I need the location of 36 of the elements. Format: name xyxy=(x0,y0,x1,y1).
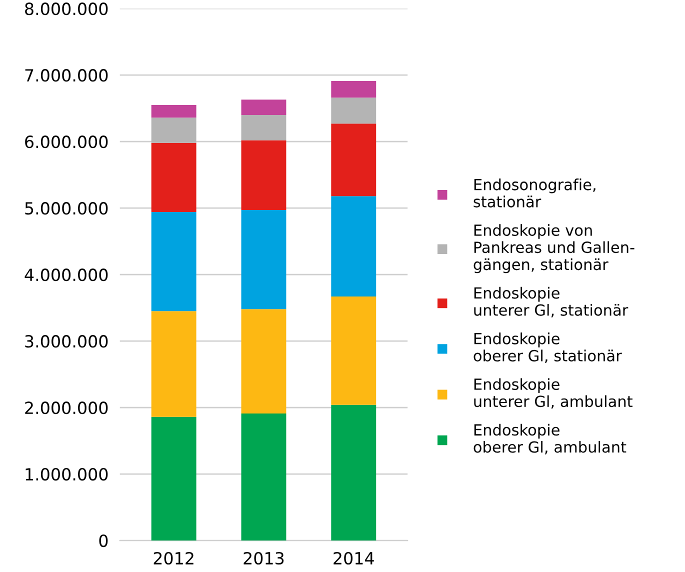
y-tick-label: 0 xyxy=(99,534,108,548)
legend-label: Endoskopie oberer Gl, stationär xyxy=(474,332,622,364)
y-tick-label: 8.000.000 xyxy=(25,2,108,16)
bar xyxy=(331,196,376,297)
y-tick-label: 2.000.000 xyxy=(25,402,108,414)
bar xyxy=(151,416,196,541)
x-tick-label: 2014 xyxy=(334,552,374,565)
y-tick-label: 3.000.000 xyxy=(25,335,108,348)
legend-label: Endoskopie unterer Gl, stationär xyxy=(474,286,628,318)
bar xyxy=(151,212,196,312)
bar xyxy=(331,124,376,196)
bar xyxy=(331,404,376,541)
x-tick-label: 2013 xyxy=(244,552,284,565)
bar xyxy=(151,311,196,417)
legend-label: Endoskopie oberer Gl, ambulant xyxy=(474,424,626,454)
y-tick-label: 6.000.000 xyxy=(25,136,108,148)
bar xyxy=(331,296,376,405)
x-tick-label: 2012 xyxy=(154,552,194,565)
bar xyxy=(331,81,376,98)
bar xyxy=(151,105,196,118)
bar xyxy=(331,98,376,124)
y-tick-label: 7.000.000 xyxy=(25,69,108,82)
bar xyxy=(241,114,286,140)
legend-label: Endosonografie, stationär xyxy=(474,178,596,208)
bar xyxy=(151,142,196,212)
bar xyxy=(241,140,286,210)
legend-label: Endoskopie von Pankreas und Gallen- gängen, stationär xyxy=(474,224,634,274)
bar xyxy=(241,210,286,310)
y-tick-label: 1.000.000 xyxy=(26,468,108,481)
legend-label: Endoskopie unterer Gl, ambulant xyxy=(474,378,632,409)
bar xyxy=(151,118,196,143)
bar xyxy=(241,309,286,414)
y-tick-label: 4.000.000 xyxy=(24,268,108,282)
bar xyxy=(241,414,286,541)
bar xyxy=(241,100,286,115)
y-tick-label: 5.000.000 xyxy=(25,202,108,215)
